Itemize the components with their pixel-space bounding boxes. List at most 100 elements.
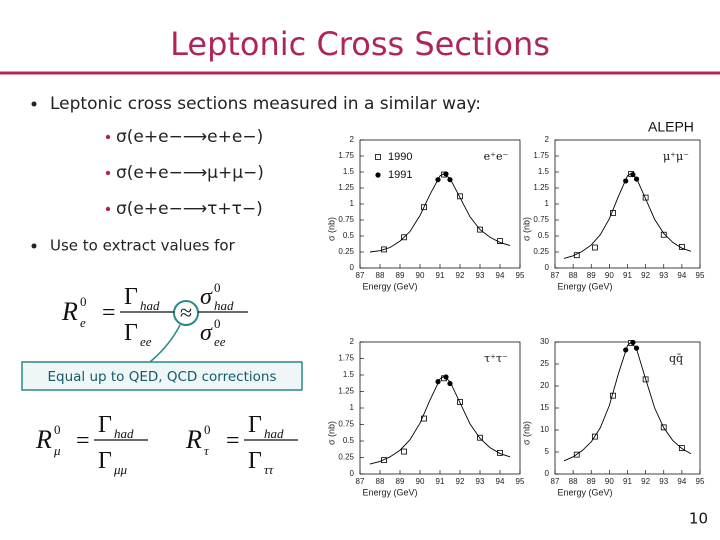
formula-part: ee [214,334,226,349]
legend-label: 1991 [388,169,412,181]
formula-part: had [114,426,134,441]
formula-part: ≈ [180,300,192,325]
sub-bullet-text: σ(e+e−⟶e+e−) [116,127,263,147]
formula-part: = [76,428,90,454]
x-tick-label: 93 [476,271,485,280]
x-axis-label: Energy (GeV) [557,281,612,291]
y-tick-label: 5 [545,447,550,456]
y-axis-label: σ (nb) [326,421,336,445]
formula-part: R [185,425,202,454]
y-tick-label: 0.5 [538,231,550,240]
formula-part: Γ [98,448,112,474]
y-tick-label: 1.75 [338,354,354,363]
formula-part: ττ [264,462,275,477]
y-tick-label: 1.75 [338,151,354,160]
x-tick-label: 92 [456,271,465,280]
formula-part: σ [200,284,213,310]
annotation: e⁺e⁻ [484,150,509,163]
x-axis-label: Energy (GeV) [557,487,612,497]
data-point [443,171,449,177]
y-tick-label: 1.5 [343,167,355,176]
sub-bullet-dot [105,206,111,212]
y-tick-label: 10 [540,425,549,434]
y-tick-label: 25 [540,359,549,368]
fit-curve [369,375,511,465]
x-tick-label: 95 [696,477,705,486]
formula-part: R [61,297,78,326]
x-tick-label: 90 [416,271,425,280]
bullet-text: Use to extract values for [50,237,236,255]
y-tick-label: 0.75 [338,420,354,429]
legend-marker [375,172,381,178]
annotation: qq̄ [669,352,683,365]
formula-part: σ [200,320,213,346]
formula-part: 0 [54,422,61,437]
x-tick-label: 91 [623,271,632,280]
bullet-text: Leptonic cross sections measured in a si… [50,94,481,114]
y-tick-label: 0 [545,469,550,478]
page-number: 10 [689,510,708,528]
sub-bullet-dot [105,170,111,176]
formula-part: R [35,425,52,454]
data-point [591,244,598,251]
x-tick-label: 90 [605,271,614,280]
x-tick-label: 94 [496,477,505,486]
data-point [642,194,649,201]
y-tick-label: 2 [350,337,355,346]
x-tick-label: 88 [569,477,578,486]
y-tick-label: 0 [350,263,355,272]
x-tick-label: 88 [569,271,578,280]
formula-part: Γ [124,284,138,310]
y-tick-label: 0.5 [343,231,355,240]
legend-marker [375,154,381,160]
y-tick-label: 1 [545,199,550,208]
y-tick-label: 2 [545,135,550,144]
y-tick-label: 0 [350,469,355,478]
x-tick-label: 89 [587,271,596,280]
formula-part: 0 [204,422,211,437]
x-tick-label: 90 [605,477,614,486]
x-tick-label: 87 [356,477,365,486]
annotation: μ⁺μ⁻ [663,150,689,163]
x-tick-label: 91 [436,477,445,486]
y-tick-label: 0.75 [338,215,354,224]
formula-part: μ [53,443,61,458]
x-axis-label: Energy (GeV) [362,487,417,497]
x-tick-label: 94 [496,271,505,280]
y-tick-label: 1.25 [338,183,354,192]
y-tick-label: 0.25 [533,247,549,256]
callout-connector [149,324,181,363]
x-tick-label: 95 [516,271,525,280]
formula-part: had [140,298,160,313]
formula-part: Γ [248,412,262,438]
y-tick-label: 0 [545,263,550,272]
formula-part: had [214,298,234,313]
legend-label: 1990 [388,151,412,163]
sub-bullet-text: σ(e+e−⟶μ+μ−) [116,163,264,183]
x-tick-label: 92 [456,477,465,486]
formula-part: Γ [98,412,112,438]
x-tick-label: 90 [416,477,425,486]
x-tick-label: 95 [696,271,705,280]
y-tick-label: 0.75 [533,215,549,224]
x-tick-label: 92 [641,477,650,486]
x-axis-label: Energy (GeV) [362,281,417,291]
y-tick-label: 1 [350,199,355,208]
formula-part: Γ [248,448,262,474]
x-tick-label: 94 [677,271,686,280]
bullet-dot [31,243,37,249]
callout-box [21,361,303,391]
data-point [457,193,463,200]
data-point [497,449,503,456]
y-tick-label: 15 [540,403,549,412]
y-axis-label: σ (nb) [521,217,531,241]
y-tick-label: 1.5 [538,167,550,176]
y-tick-label: 1.75 [533,151,549,160]
data-point [630,339,636,346]
slide-title: Leptonic Cross Sections [170,25,550,63]
formula-part: ee [140,334,152,349]
y-tick-label: 1 [350,403,355,412]
y-tick-label: 2 [350,135,355,144]
formula-part: had [264,426,284,441]
